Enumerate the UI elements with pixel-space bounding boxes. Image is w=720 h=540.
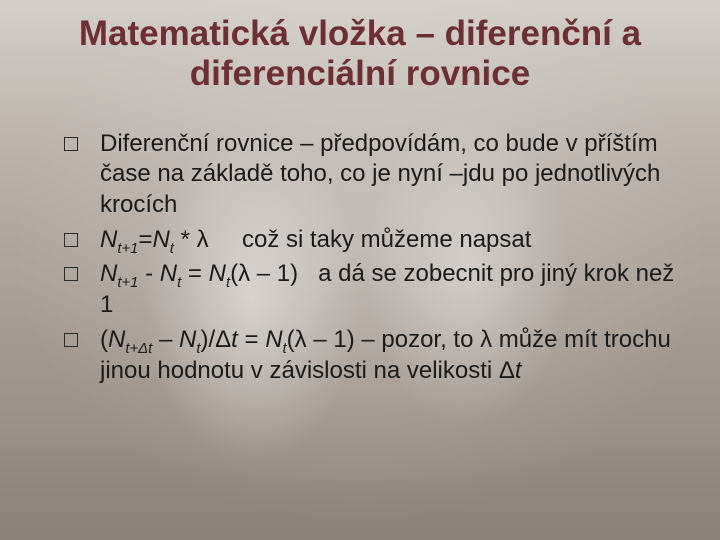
sub-tplus1: t+1 (117, 240, 138, 256)
slide-title: Matematická vložka – diferenční a difere… (40, 14, 680, 95)
list-item: (Nt+Δt – Nt)/Δt = Nt(λ – 1) – pozor, to … (64, 325, 680, 386)
list-item: Nt+1=Nt * λ což si taky můžeme napsat (64, 225, 680, 256)
slide: Matematická vložka – diferenční a difere… (0, 0, 720, 540)
var-n: N (160, 260, 177, 287)
var-t: t (231, 326, 238, 353)
title-line2: diferenciální rovnice (190, 54, 530, 93)
eq-sign: = (181, 260, 208, 287)
eq-sign: = (138, 226, 152, 253)
equation: (Nt+Δt – Nt)/Δt = Nt(λ – 1) (100, 326, 361, 353)
bullet-tail: což si taky můžeme napsat (215, 226, 531, 253)
var-n: N (152, 226, 169, 253)
close-div: )/Δ (200, 326, 231, 353)
eq-rest: (λ – 1) (230, 260, 298, 287)
var-n: N (209, 260, 226, 287)
sub-tplusdt: t+Δt (125, 341, 152, 357)
list-item: Nt+1 - Nt = Nt(λ – 1) a dá se zobecnit p… (64, 259, 680, 320)
list-item: Diferenční rovnice – předpovídám, co bud… (64, 129, 680, 221)
var-n: N (265, 326, 282, 353)
eq-rest: (λ – 1) (287, 326, 355, 353)
minus: – (152, 326, 179, 353)
eq-rest: * λ (174, 226, 209, 253)
equation: Nt+1=Nt * λ (100, 226, 215, 253)
bullet-list: Diferenční rovnice – předpovídám, co bud… (40, 129, 680, 387)
var-n: N (108, 326, 125, 353)
var-n: N (179, 326, 196, 353)
equation: Nt+1 - Nt = Nt(λ – 1) (100, 260, 305, 287)
title-line1: Matematická vložka – diferenční a (79, 14, 641, 53)
bullet-text: Diferenční rovnice – předpovídám, co bud… (100, 130, 660, 218)
minus: - (138, 260, 159, 287)
var-n: N (100, 226, 117, 253)
var-n: N (100, 260, 117, 287)
eq-sign: = (238, 326, 265, 353)
sub-tplus1: t+1 (117, 275, 138, 291)
var-t: t (515, 357, 522, 384)
open-paren: ( (100, 326, 108, 353)
